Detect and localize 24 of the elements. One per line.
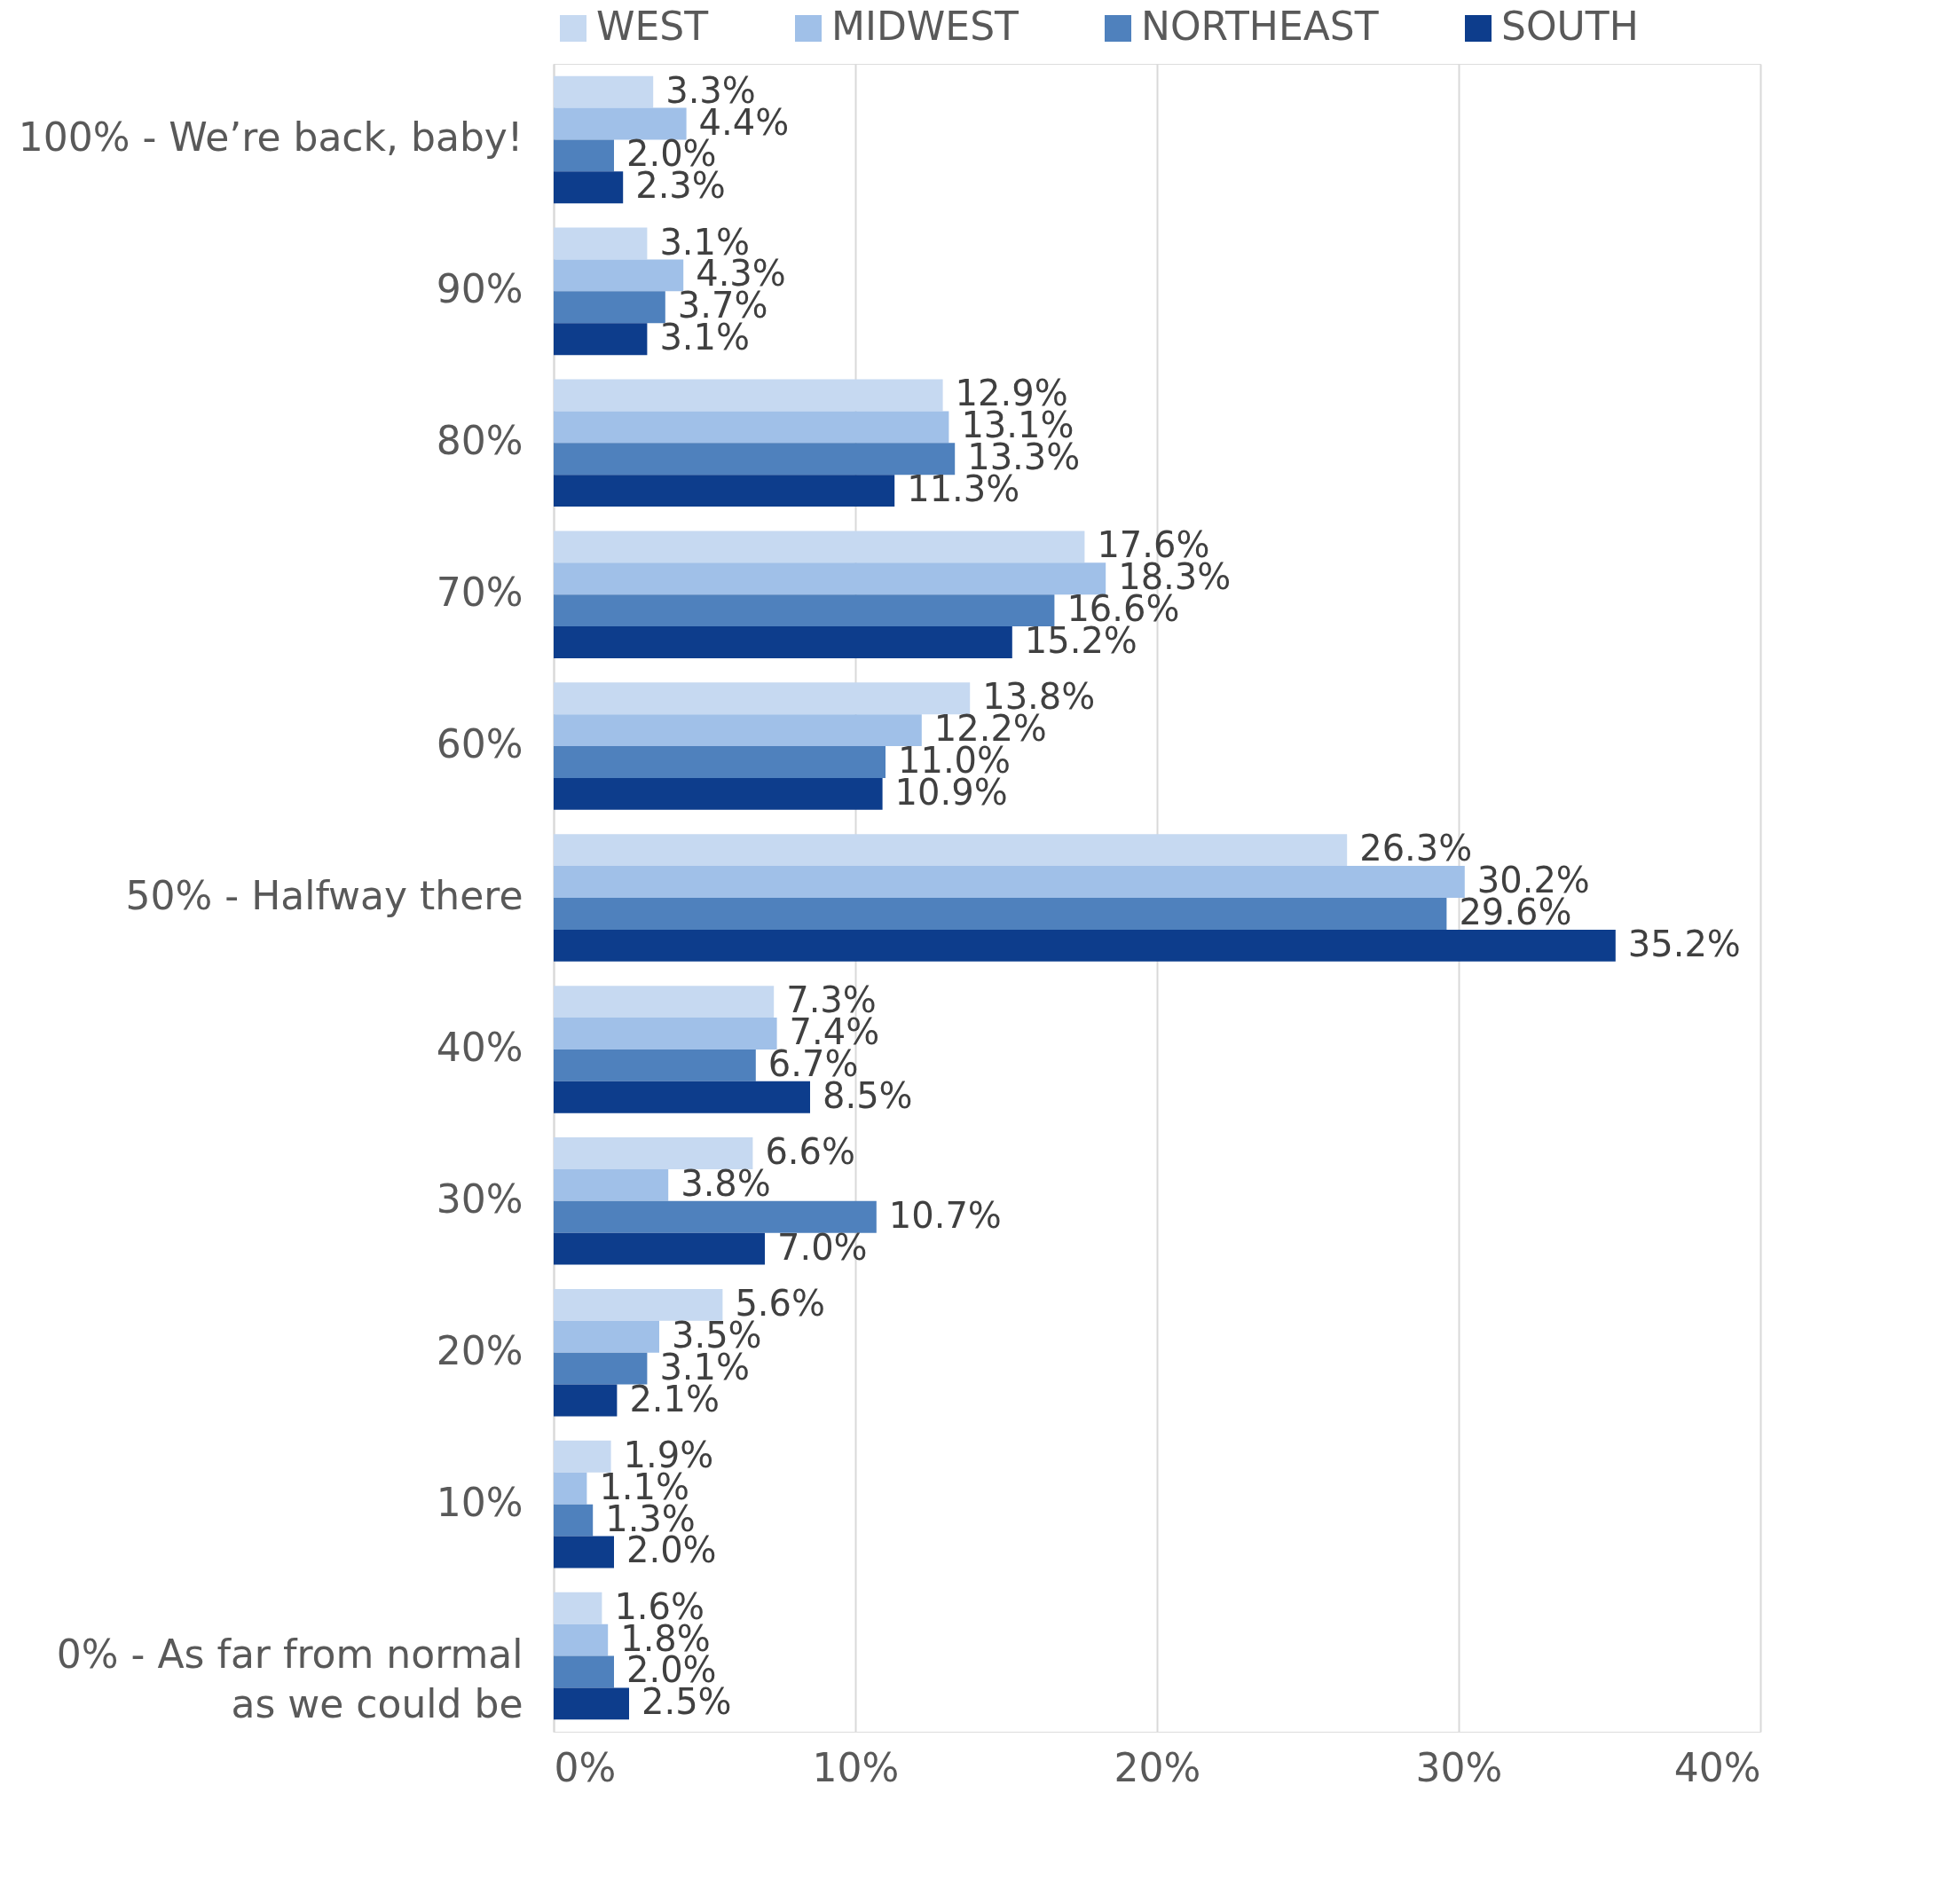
y-tick-label: 30% <box>436 1175 523 1222</box>
y-tick-label: 70% <box>436 570 523 616</box>
y-tick-label: 100% - We’re back, baby! <box>18 114 523 161</box>
y-tick-label: 0% - As far from normal as we could be <box>56 1631 523 1726</box>
y-tick-label: 90% <box>436 266 523 312</box>
y-tick-label: 10% <box>436 1479 523 1525</box>
y-tick-label: 80% <box>436 418 523 464</box>
legend-label: NORTHEAST <box>1141 4 1379 49</box>
y-tick-label: 20% <box>436 1327 523 1373</box>
legend-label: MIDWEST <box>831 4 1019 49</box>
legend-label: SOUTH <box>1501 4 1639 49</box>
x-tick-label: 20% <box>1114 1744 1201 1790</box>
x-tick-label: 30% <box>1415 1744 1503 1790</box>
data-label: 26.3% <box>1359 828 1473 869</box>
data-label: 7.0% <box>777 1226 868 1268</box>
x-tick-label: 10% <box>812 1744 900 1790</box>
x-tick-label: 40% <box>1673 1744 1761 1790</box>
x-tick-label: 0% <box>554 1744 617 1790</box>
data-label: 35.2% <box>1627 923 1741 964</box>
y-tick-label: 50% - Halfway there <box>125 873 523 918</box>
legend-label: WEST <box>596 4 709 49</box>
y-tick-label: 60% <box>436 721 523 767</box>
y-tick-label: 40% <box>436 1024 523 1070</box>
data-label: 10.7% <box>888 1194 1002 1236</box>
